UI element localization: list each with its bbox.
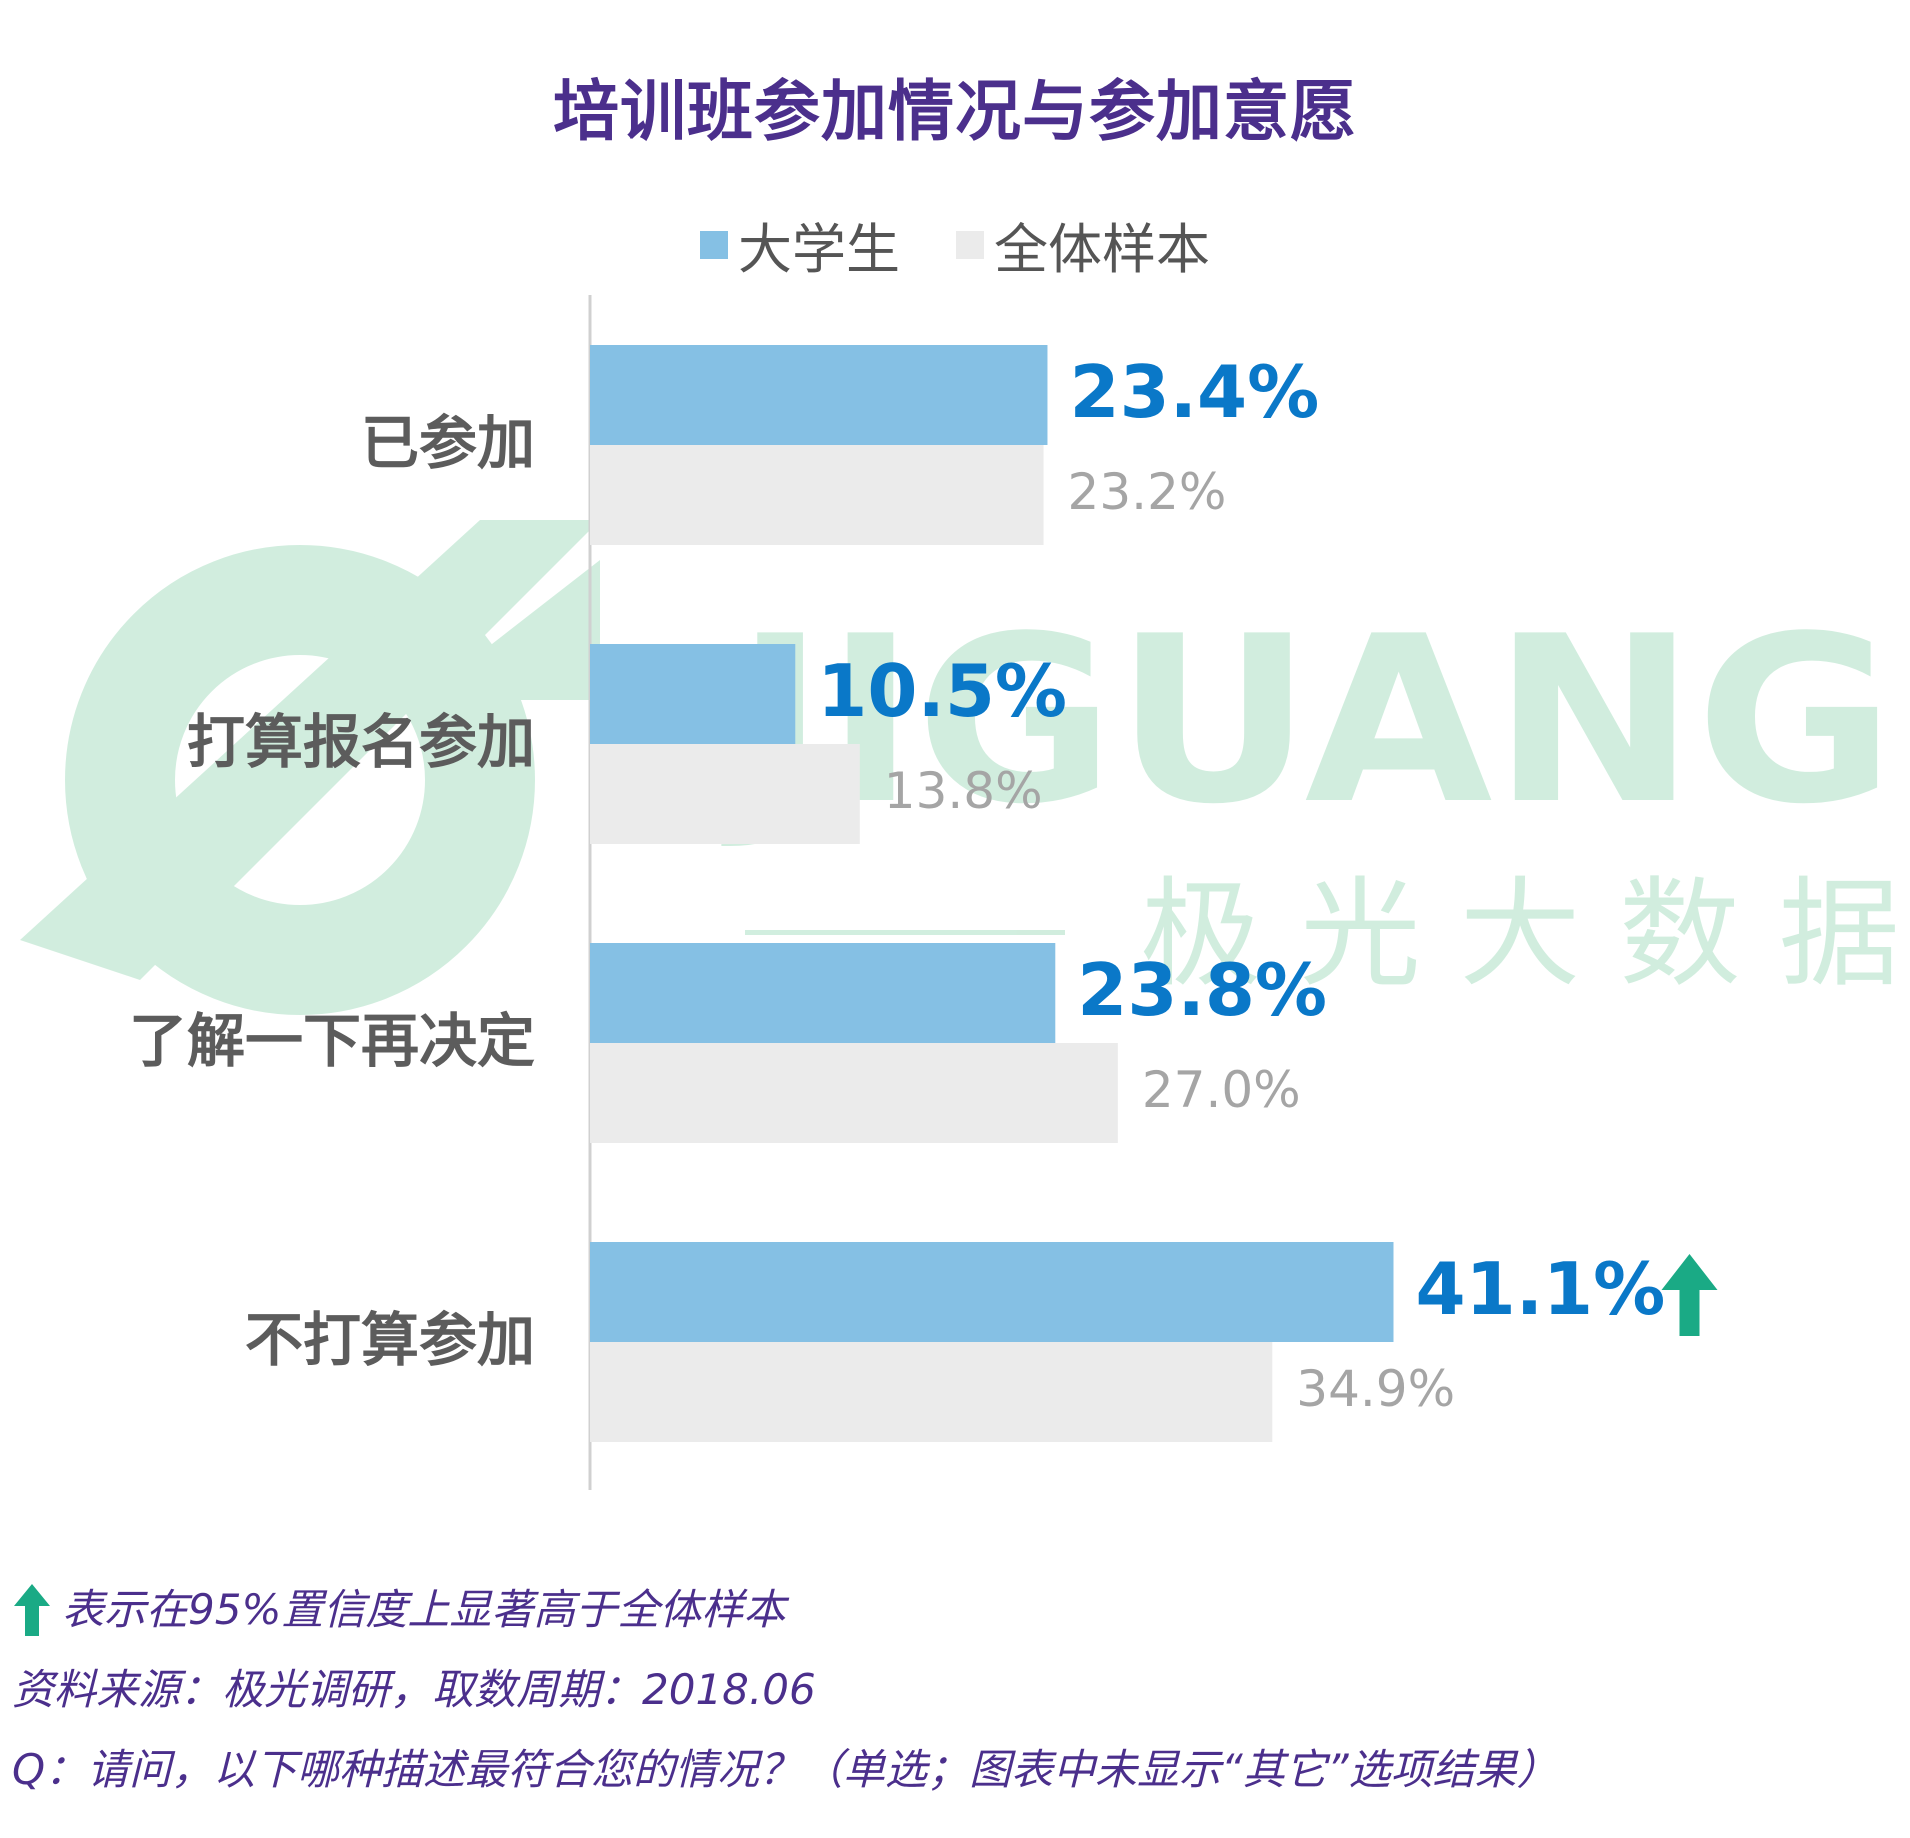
legend-item-all: 全体样本 [956,205,1210,284]
footnote-significance: 表示在95%置信度上显著高于全体样本 [12,1570,1559,1650]
watermark-logo-slash [20,520,600,980]
bar-students [590,644,796,744]
footnote-source: 资料来源：极光调研，取数周期：2018.06 [12,1665,816,1714]
bar-students [590,345,1048,445]
legend-label-all: 全体样本 [994,218,1210,281]
footnotes: 表示在95%置信度上显著高于全体样本 资料来源：极光调研，取数周期：2018.0… [12,1570,1559,1810]
watermark-rule [745,930,1065,935]
data-label-students: 23.8% [1077,948,1327,1032]
data-label-students: 41.1% [1416,1247,1666,1331]
watermark-logo-arrow [420,560,600,700]
data-label-all-sample: 13.8% [884,762,1043,820]
data-label-all-sample: 27.0% [1142,1061,1301,1119]
data-label-all-sample: 23.2% [1068,463,1227,521]
footnote-question: Q：请问，以下哪种描述最符合您的情况？（单选；图表中未显示“其它”选项结果） [12,1745,1559,1794]
watermark-brand: JIGUANG [721,588,1895,855]
significance-up-arrow-icon [1661,1254,1718,1336]
legend-label-students: 大学生 [738,218,900,281]
data-label-all-sample: 34.9% [1296,1360,1455,1418]
legend: 大学生 全体样本 [0,205,1910,284]
legend-swatch-all [956,230,984,259]
watermark-subtitle: 极 光 大 数 据 [1140,865,1900,1003]
bar-students [590,943,1056,1043]
chart-title: 培训班参加情况与参加意愿 [553,73,1357,150]
bar-all-sample [590,1342,1273,1442]
legend-swatch-students [700,230,728,259]
footnote-significance-text: 表示在95%置信度上显著高于全体样本 [62,1585,786,1634]
category-label: 打算报名参加 [187,708,535,776]
category-label: 了解一下再决定 [129,1007,535,1075]
bars-layer: 已参加 23.4% 23.2% 打算报名参加 10.5% 13.8% 了解一下再决定 23.8… [129,295,1718,1490]
bar-all-sample [590,445,1044,545]
legend-item-students: 大学生 [700,205,900,284]
bar-students [590,1242,1394,1342]
data-label-students: 23.4% [1069,350,1319,434]
watermark-logo-ring [65,545,535,1015]
up-arrow-icon [14,1584,50,1636]
category-label: 已参加 [361,409,535,477]
bar-all-sample [590,744,860,844]
data-label-students: 10.5% [817,649,1067,733]
category-label: 不打算参加 [245,1306,535,1374]
bar-all-sample [590,1043,1118,1143]
